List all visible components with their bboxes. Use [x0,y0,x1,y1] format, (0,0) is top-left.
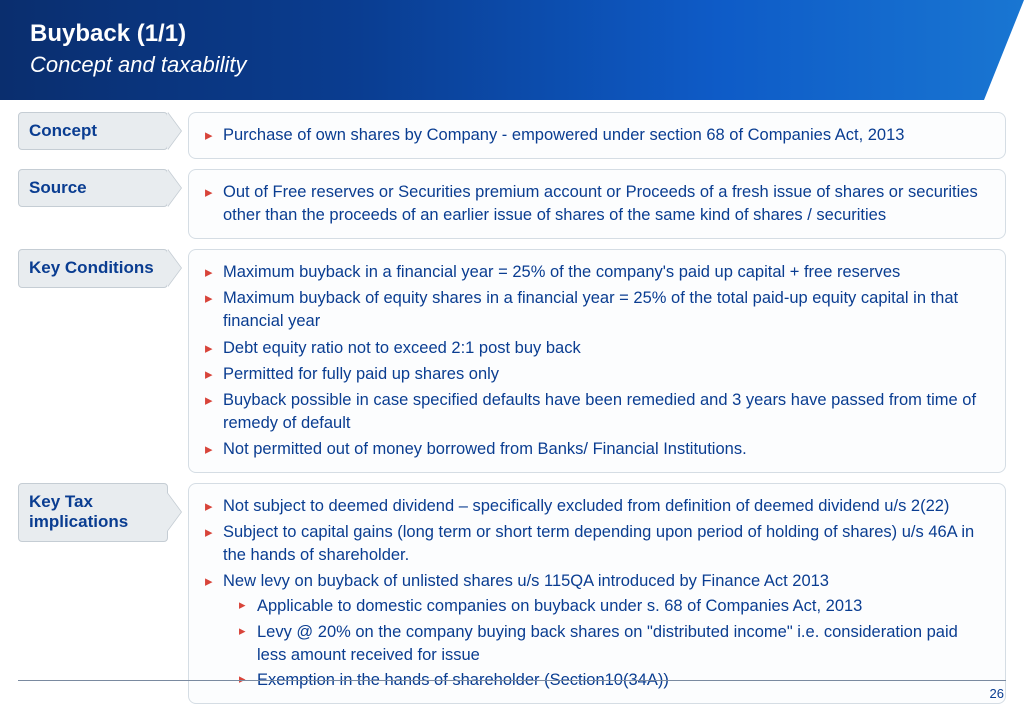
bullet-list: Not subject to deemed dividend – specifi… [203,495,991,692]
bullet-text: Not subject to deemed dividend – specifi… [223,497,949,515]
section-label: Concept [18,112,168,150]
section-content: Purchase of own shares by Company - empo… [188,112,1006,159]
bullet-list: Maximum buyback in a financial year = 25… [203,261,991,461]
bullet-item: Subject to capital gains (long term or s… [203,521,991,567]
bullet-list: Purchase of own shares by Company - empo… [203,124,991,147]
section-row: Source Out of Free reserves or Securities… [18,169,1006,239]
bullet-text: Purchase of own shares by Company - empo… [223,126,904,144]
bullet-list: Out of Free reserves or Securities premi… [203,181,991,227]
bullet-text: Not permitted out of money borrowed from… [223,440,747,458]
section-content: Out of Free reserves or Securities premi… [188,169,1006,239]
bullet-text: New levy on buyback of unlisted shares u… [223,572,829,590]
bullet-item: New levy on buyback of unlisted shares u… [203,570,991,691]
section-row: Key Conditions Maximum buyback in a finan… [18,249,1006,473]
bullet-text: Maximum buyback of equity shares in a fi… [223,289,958,330]
bullet-item: Maximum buyback of equity shares in a fi… [203,287,991,333]
section-label: Key Tax implications [18,483,168,542]
section-content: Not subject to deemed dividend – specifi… [188,483,1006,704]
section-row: Key Tax implications Not subject to deeme… [18,483,1006,704]
bullet-text: Subject to capital gains (long term or s… [223,523,974,564]
section-row: Concept Purchase of own shares by Company… [18,112,1006,159]
bullet-item: Not permitted out of money borrowed from… [203,438,991,461]
bullet-item: Purchase of own shares by Company - empo… [203,124,991,147]
section-label: Source [18,169,168,207]
sub-bullet-item: Applicable to domestic companies on buyb… [223,595,991,618]
slide-content: Concept Purchase of own shares by Company… [0,100,1024,704]
section-label: Key Conditions [18,249,168,287]
bullet-item: Debt equity ratio not to exceed 2:1 post… [203,337,991,360]
slide-title: Buyback (1/1) [30,20,994,48]
bullet-item: Not subject to deemed dividend – specifi… [203,495,991,518]
slide-header: Buyback (1/1) Concept and taxability [0,0,1024,100]
bullet-item: Permitted for fully paid up shares only [203,363,991,386]
sub-bullet-item: Levy @ 20% on the company buying back sh… [223,621,991,667]
slide-subtitle: Concept and taxability [30,52,994,78]
bullet-item: Out of Free reserves or Securities premi… [203,181,991,227]
bullet-text: Permitted for fully paid up shares only [223,365,499,383]
bullet-text: Maximum buyback in a financial year = 25… [223,263,900,281]
bullet-text: Out of Free reserves or Securities premi… [223,183,978,224]
bullet-text: Debt equity ratio not to exceed 2:1 post… [223,339,581,357]
sub-bullet-list: Applicable to domestic companies on buyb… [223,595,991,691]
bullet-item: Maximum buyback in a financial year = 25… [203,261,991,284]
bullet-text: Buyback possible in case specified defau… [223,391,976,432]
page-number: 26 [990,686,1004,701]
bullet-item: Buyback possible in case specified defau… [203,389,991,435]
section-content: Maximum buyback in a financial year = 25… [188,249,1006,473]
footer-divider [18,680,1006,681]
